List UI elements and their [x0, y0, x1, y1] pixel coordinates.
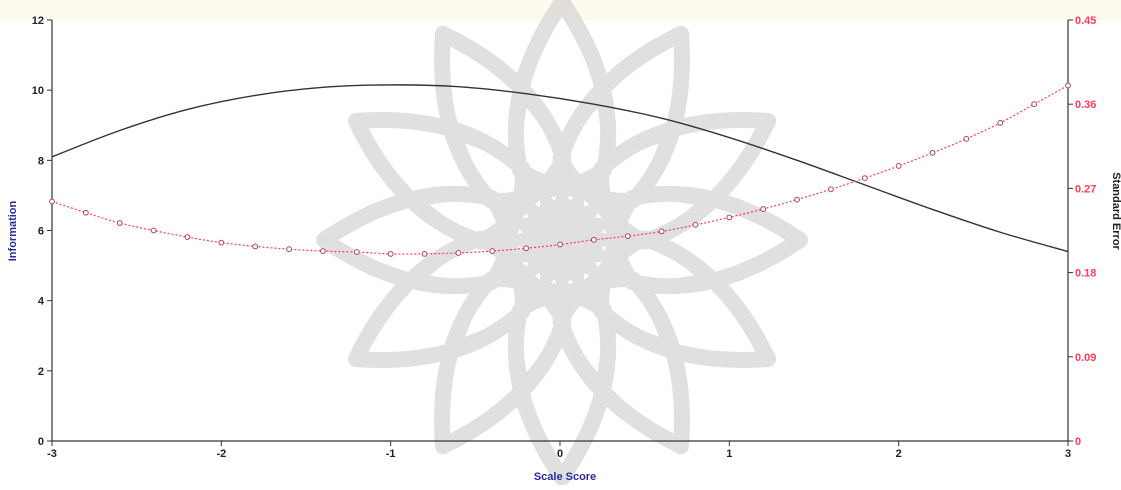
- standard-error-point: [455, 250, 462, 256]
- watermark-center: [542, 220, 582, 260]
- watermark-inner-petal: [549, 89, 613, 203]
- standard-error-point: [1065, 82, 1071, 89]
- watermark-inner-petal-outline: [449, 255, 547, 353]
- watermark-inner-petal-outline: [511, 277, 575, 391]
- watermark-inner-petal: [599, 189, 713, 253]
- standard-error-point: [760, 206, 767, 212]
- x-tick-label: -2: [216, 448, 226, 460]
- y-right-tick-label: 0.36: [1075, 99, 1096, 111]
- watermark-inner-petal: [549, 277, 613, 391]
- standard-error-point: [557, 241, 563, 248]
- watermark-inner-petal: [449, 127, 547, 225]
- watermark-inner-petal: [449, 255, 547, 353]
- y-left-tick-label: 0: [38, 436, 44, 448]
- watermark-inner-petal-outline: [549, 89, 613, 203]
- information-line: [51, 84, 1069, 253]
- watermark-inner-petal-outline: [549, 277, 613, 391]
- x-tick-label: -3: [47, 448, 57, 460]
- y-left-axis-title: Information: [7, 200, 19, 261]
- watermark-center-petal: [572, 217, 607, 240]
- standard-error-point: [523, 245, 530, 252]
- watermark-inner-petal-outline: [411, 189, 525, 253]
- watermark-inner-petal: [577, 255, 675, 353]
- watermark-inner-petal: [411, 189, 525, 253]
- y-right-tick-label: 0.18: [1075, 268, 1096, 280]
- watermark-inner-petal-outline: [511, 89, 575, 203]
- standard-error-point: [286, 246, 292, 253]
- standard-error-point: [150, 227, 157, 234]
- y-left-tick-label: 8: [38, 155, 44, 167]
- watermark-inner-petal: [599, 227, 713, 291]
- y-right-tick-label: 0.09: [1075, 352, 1096, 364]
- standard-error-point: [184, 234, 191, 240]
- y-left-ticks: 0 2 4 6 8 10 12: [32, 15, 52, 448]
- standard-error-point: [692, 221, 699, 228]
- y-right-axis-title: Standard Error: [1110, 172, 1121, 250]
- y-left-tick-label: 12: [32, 15, 44, 27]
- standard-error-point: [861, 175, 868, 182]
- standard-error-point: [828, 186, 834, 193]
- watermark-inner-petal: [511, 277, 575, 391]
- watermark-inner-petal-outline: [599, 189, 713, 253]
- x-tick-label: 2: [896, 448, 902, 460]
- standard-error-point: [794, 196, 800, 203]
- standard-error-point: [489, 248, 496, 254]
- watermark-inner-petal: [411, 227, 525, 291]
- y-left-tick-label: 4: [38, 296, 45, 308]
- standard-error-point: [1031, 101, 1038, 108]
- watermark-inner-petal: [511, 89, 575, 203]
- standard-error-point: [320, 248, 326, 254]
- standard-error-point: [353, 249, 360, 255]
- watermark-inner-petal-outline: [411, 227, 525, 291]
- y-right-tick-label: 0: [1075, 436, 1081, 448]
- y-right-tick-label: 0.45: [1075, 15, 1096, 27]
- x-tick-label: 0: [557, 448, 563, 460]
- y-right-tick-label: 0.27: [1075, 183, 1096, 195]
- standard-error-point: [895, 163, 902, 169]
- standard-error-point: [590, 236, 597, 243]
- y-right-ticks: 0 0.09 0.18 0.27 0.36 0.45: [1068, 15, 1096, 448]
- x-ticks: -3 -2 -1 0 1 2 3: [47, 441, 1071, 460]
- standard-error-point: [252, 243, 259, 250]
- watermark-inner-petal: [577, 127, 675, 225]
- standard-error-point: [218, 239, 225, 246]
- standard-error-point: [82, 209, 89, 216]
- x-tick-label: 1: [726, 448, 732, 460]
- watermark-inner-petal-outline: [577, 255, 675, 353]
- standard-error-point: [726, 214, 733, 221]
- standard-error-point: [624, 233, 631, 240]
- watermark-inner-petal-outline: [449, 127, 547, 225]
- watermark-inner-petal-outline: [599, 227, 713, 291]
- standard-error-point: [116, 220, 123, 226]
- standard-error-point: [658, 228, 665, 235]
- standard-error-point: [421, 250, 428, 257]
- watermark-ornament: [316, 0, 808, 486]
- y-left-tick-label: 2: [38, 366, 44, 378]
- watermark-inner-petal-outline: [577, 127, 675, 225]
- x-axis-title: Scale Score: [534, 471, 596, 483]
- y-left-tick-label: 6: [38, 226, 44, 238]
- standard-error-point: [997, 120, 1004, 126]
- series-layer: [49, 82, 1071, 257]
- standard-error-point: [929, 149, 936, 156]
- x-tick-label: 3: [1065, 448, 1071, 460]
- y-left-tick-label: 10: [32, 85, 44, 97]
- standard-error-point: [387, 250, 394, 257]
- standard-error-point: [963, 135, 970, 142]
- standard-error-point: [49, 198, 55, 205]
- x-tick-label: -1: [386, 448, 396, 460]
